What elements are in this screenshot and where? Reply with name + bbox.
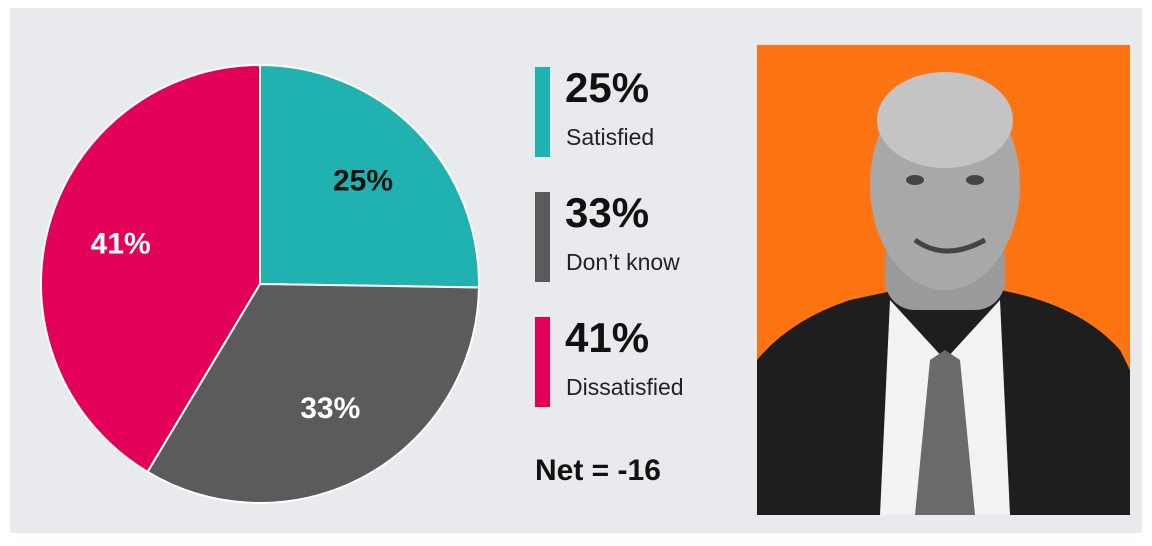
legend-label: Satisfied [566,124,654,150]
pie-slice [146,282,480,504]
photo [757,45,1130,515]
legend-value: 25% [565,64,649,111]
slice-label: 41% [91,227,151,260]
legend-value: 41% [565,314,649,361]
legend-swatch [535,192,550,282]
legend-label: Dissatisfied [566,374,684,400]
legend-swatch [535,67,550,157]
pie-slice [40,63,261,474]
slice-label: 25% [333,165,393,198]
net-annotation: Net = -16 [535,454,661,487]
slice-label: 33% [300,392,360,425]
legend-label: Don’t know [566,249,680,275]
legend-value: 33% [565,189,649,236]
pie-slice [259,63,480,289]
legend-swatch [535,317,550,407]
